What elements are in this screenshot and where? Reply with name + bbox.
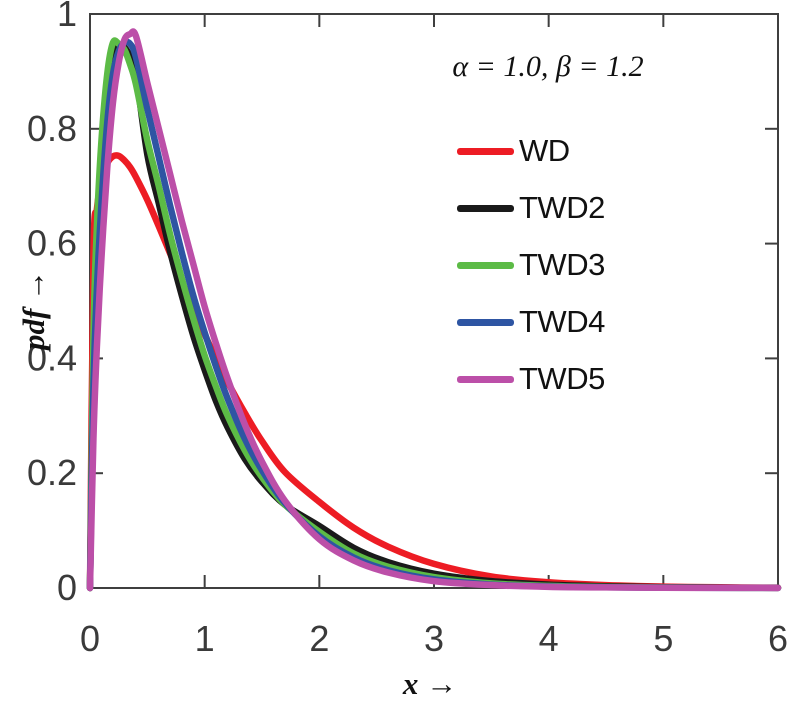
legend-line-swatch-TWD2 [457, 204, 514, 212]
y-axis-label: pdf → [16, 270, 52, 350]
x-tick-label: 6 [768, 618, 788, 659]
x-tick-label: 0 [80, 618, 100, 659]
legend-item-WD: WD [457, 133, 605, 168]
x-tick-label: 5 [653, 618, 673, 659]
legend-item-TWD3: TWD3 [457, 247, 605, 282]
legend-label-TWD3: TWD3 [519, 247, 605, 282]
legend-item-TWD2: TWD2 [457, 190, 605, 225]
x-tick-label: 1 [195, 618, 215, 659]
y-tick-label: 1 [57, 0, 77, 34]
legend-line-swatch-WD [457, 147, 514, 155]
legend-item-TWD4: TWD4 [457, 304, 605, 339]
legend-label-WD: WD [519, 133, 570, 168]
y-tick-label: 0.4 [27, 337, 77, 378]
legend: WD TWD2 TWD3 TWD4 TWD5 [457, 133, 605, 419]
y-tick-label: 0 [57, 567, 77, 608]
y-tick-label: 0.2 [27, 452, 77, 493]
x-axis-label: x → [330, 666, 530, 702]
legend-item-TWD5: TWD5 [457, 361, 605, 396]
curve-TWD3 [86, 37, 782, 592]
x-axis-label-text: x → [402, 666, 458, 701]
y-tick-label: 0.6 [27, 223, 77, 264]
parameter-annotation: α = 1.0, β = 1.2 [408, 50, 688, 84]
x-tick-label: 2 [309, 618, 329, 659]
curve-WD [86, 152, 782, 592]
y-tick-label: 0.8 [27, 108, 77, 149]
legend-line-swatch-TWD4 [457, 318, 514, 326]
x-tick-label: 4 [539, 618, 559, 659]
x-tick-label: 3 [424, 618, 444, 659]
legend-label-TWD5: TWD5 [519, 361, 605, 396]
curve-TWD5 [86, 28, 782, 592]
legend-line-swatch-TWD5 [457, 375, 514, 383]
legend-label-TWD2: TWD2 [519, 190, 605, 225]
parameter-annotation-text: α = 1.0, β = 1.2 [452, 50, 644, 83]
legend-line-swatch-TWD3 [457, 261, 514, 269]
y-axis-label-text: pdf → [16, 269, 51, 351]
legend-label-TWD4: TWD4 [519, 304, 605, 339]
